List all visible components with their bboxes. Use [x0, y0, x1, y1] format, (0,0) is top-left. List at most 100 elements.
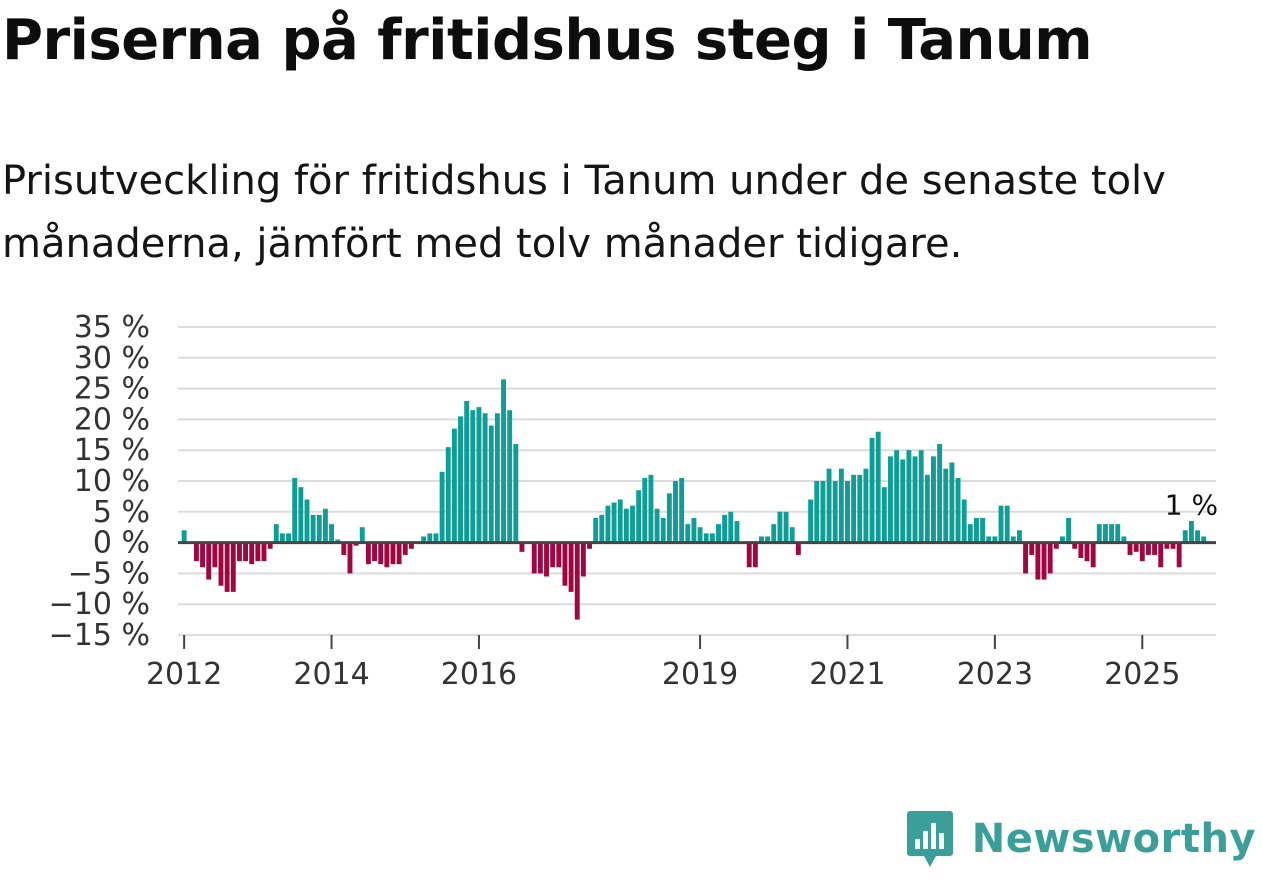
bar — [519, 542, 525, 552]
bar — [863, 468, 869, 543]
bar — [378, 542, 384, 565]
bar — [1016, 530, 1022, 543]
y-tick-label: 5 % — [93, 495, 150, 530]
bar — [986, 536, 992, 543]
newsworthy-logo-icon — [906, 811, 953, 867]
bar — [1084, 542, 1090, 562]
bar — [402, 542, 408, 555]
bar — [746, 542, 752, 568]
bar — [894, 450, 900, 543]
bar — [673, 481, 678, 543]
bar — [1004, 505, 1010, 543]
bar — [795, 542, 801, 555]
bar — [593, 517, 599, 543]
bar — [654, 508, 660, 543]
bar — [832, 481, 838, 543]
bar — [1096, 524, 1102, 543]
bar — [1158, 542, 1164, 568]
bar — [1133, 542, 1139, 552]
y-tick-label: 0 % — [93, 526, 150, 561]
y-tick-label: 15 % — [74, 433, 150, 468]
x-tick-label: 2014 — [293, 657, 369, 692]
bar — [851, 474, 857, 543]
bar — [421, 536, 427, 543]
bars — [181, 379, 1207, 620]
bar — [918, 450, 924, 543]
bar — [255, 542, 261, 562]
grid-lines — [178, 326, 1216, 636]
bar — [888, 456, 893, 543]
chart-subtitle: Prisutveckling för fritidshus i Tanum un… — [2, 158, 1166, 267]
bar — [587, 542, 592, 549]
y-tick-label: −15 % — [49, 618, 150, 653]
bar — [998, 505, 1004, 543]
bar — [924, 474, 930, 543]
bar — [691, 517, 697, 543]
x-axis-ticks: 2012 2014 2016 2019 2021 2023 2025 — [146, 635, 1180, 692]
bar — [488, 425, 494, 543]
bar — [513, 444, 519, 543]
bar — [728, 511, 734, 543]
bar — [679, 477, 685, 543]
bar — [808, 499, 814, 543]
bar — [943, 468, 949, 543]
bar — [1170, 542, 1176, 549]
bar-chart: 35 %30 %25 %20 %15 %10 %5 %0 %−5 %−10 %−… — [49, 310, 1218, 692]
bar — [365, 542, 371, 565]
brand-name: Newsworthy — [971, 816, 1256, 862]
bar — [1078, 542, 1084, 558]
bar — [1053, 542, 1059, 549]
bar — [556, 542, 562, 568]
y-tick-label: 20 % — [74, 402, 150, 437]
bar — [286, 533, 292, 543]
bar — [814, 481, 820, 543]
bar — [218, 542, 224, 586]
bar — [1109, 524, 1115, 543]
bar — [783, 511, 789, 543]
bar — [458, 416, 463, 543]
bar — [1023, 542, 1029, 574]
bar — [845, 481, 850, 543]
bar — [537, 542, 543, 574]
bar — [390, 542, 396, 565]
y-tick-label: 25 % — [74, 372, 150, 407]
bar — [574, 542, 580, 620]
bar — [838, 468, 844, 543]
bar — [1152, 542, 1158, 555]
bar — [1139, 542, 1145, 562]
bar — [341, 542, 347, 555]
bar — [777, 511, 783, 543]
bar — [642, 477, 648, 543]
bar — [261, 542, 267, 562]
bar — [974, 517, 979, 543]
bar — [310, 514, 316, 543]
bar — [470, 410, 476, 543]
bar — [396, 542, 402, 565]
bar — [298, 487, 304, 543]
bar — [494, 413, 500, 543]
bar — [967, 524, 973, 543]
bar — [1176, 542, 1182, 568]
y-tick-label: −5 % — [68, 556, 150, 591]
bar — [408, 542, 414, 549]
bar — [648, 474, 654, 543]
bar — [304, 499, 310, 543]
bar — [722, 514, 728, 543]
bar — [433, 533, 439, 543]
bar — [955, 477, 961, 543]
bar — [181, 530, 187, 543]
bar — [992, 536, 998, 543]
bar — [857, 474, 863, 543]
bar — [236, 542, 242, 562]
bar — [980, 517, 986, 543]
bar — [439, 471, 445, 543]
bar — [230, 542, 236, 592]
x-tick-label: 2012 — [146, 657, 222, 692]
bar — [267, 542, 273, 549]
bar — [931, 456, 936, 543]
bar — [568, 542, 574, 592]
bar — [482, 413, 488, 543]
bar — [273, 524, 279, 543]
bar — [359, 527, 365, 543]
y-tick-label: 35 % — [74, 310, 150, 345]
